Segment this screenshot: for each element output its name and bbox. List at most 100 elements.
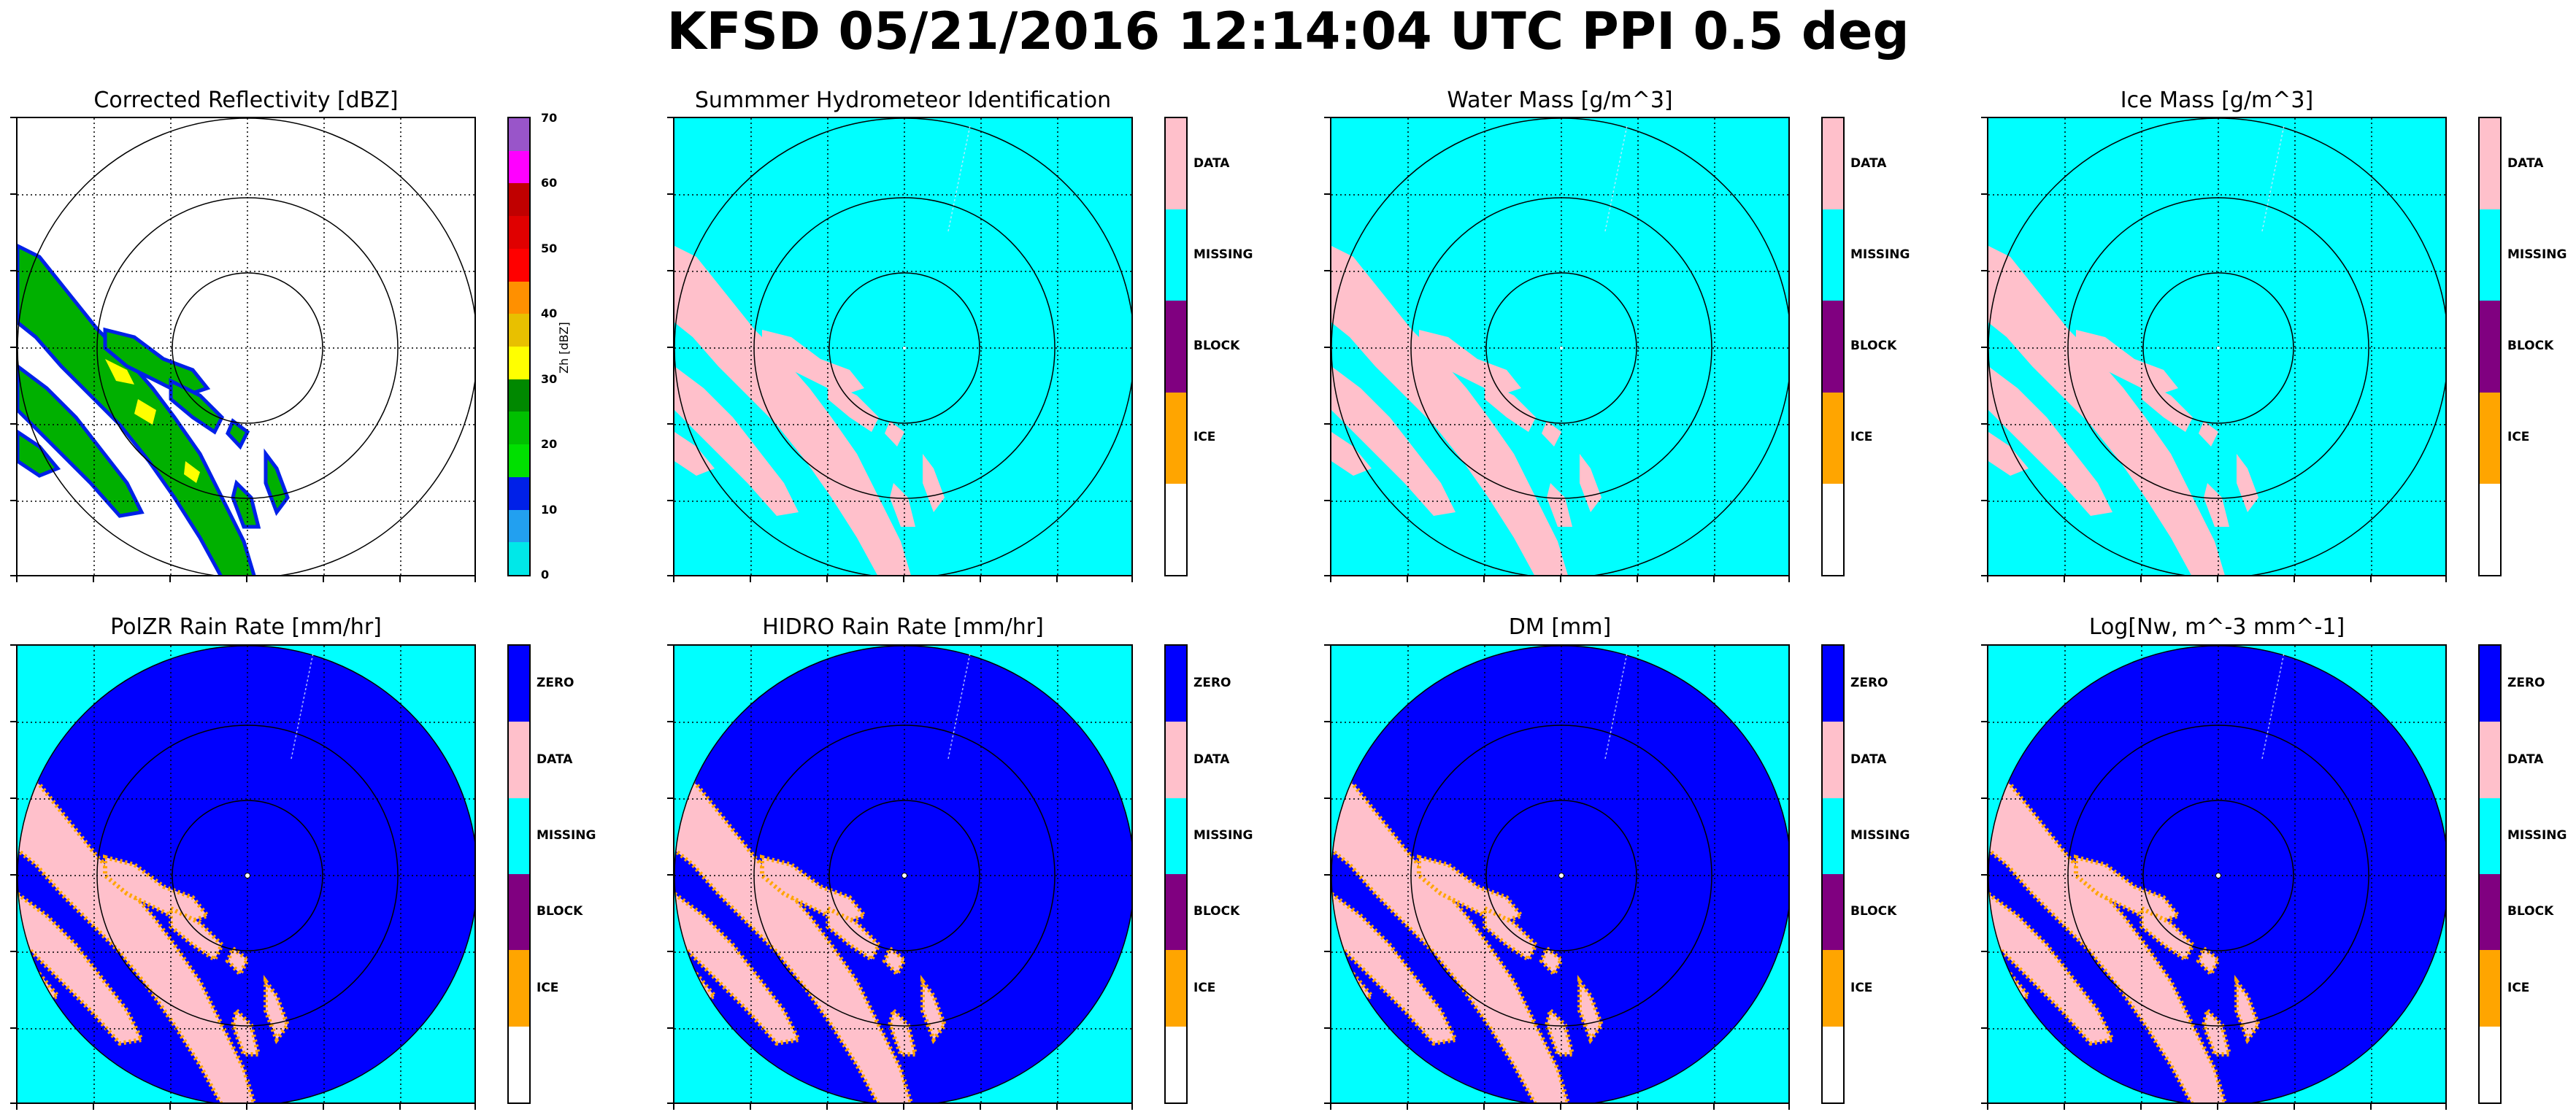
panel-title-hid: Summmer Hydrometeor Identification [694, 88, 1112, 113]
y-tick [1324, 1027, 1330, 1029]
y-tick [1981, 575, 1987, 576]
colorbar-segment [509, 1026, 529, 1102]
y-tick [1324, 1102, 1330, 1104]
radar-site-marker [903, 347, 906, 349]
echo-region [1988, 246, 2225, 575]
x-tick [1788, 1104, 1790, 1110]
colorbar-category-label: BLOCK [1193, 339, 1240, 353]
x-tick [980, 576, 981, 582]
radial-streak [291, 652, 314, 760]
colorbar-segment [2480, 392, 2500, 484]
range-ring [96, 197, 399, 499]
echo-region [760, 854, 869, 926]
echo-core [134, 399, 156, 425]
y-tick [10, 347, 16, 348]
echo-region [1547, 483, 1572, 527]
y-tick [1981, 1102, 1987, 1104]
echo-region [225, 945, 250, 978]
colorbar-tick-label: 20 [541, 437, 558, 452]
colorbar-segment [1166, 950, 1186, 1027]
x-tick [1713, 1104, 1715, 1110]
y-tick [1981, 1027, 1987, 1029]
echo-region [1331, 770, 1572, 1102]
colorbar-segment [509, 509, 529, 543]
range-ring [96, 725, 399, 1027]
colorbar-category-label: MISSING [1193, 247, 1253, 262]
colorbar-segment [1823, 646, 1843, 722]
colorbar-segment [509, 314, 529, 347]
x-tick [2370, 576, 2372, 582]
y-tick [667, 797, 673, 799]
colorbar-segment [509, 183, 529, 217]
x-tick [2217, 576, 2218, 582]
ice-mass-plot [1987, 117, 2447, 576]
colorbar-segment [1166, 392, 1186, 484]
plot-svg [674, 118, 1131, 575]
radial-streak [1604, 125, 1628, 232]
y-tick [1324, 117, 1330, 118]
echo-region [18, 889, 145, 1046]
range-ring [753, 725, 1056, 1027]
radar-site-marker [2215, 873, 2221, 878]
x-tick [1330, 1104, 1331, 1110]
y-tick [667, 644, 673, 646]
x-tick [2294, 1104, 2295, 1110]
colorbar-segment [1823, 392, 1843, 484]
echo-region [762, 330, 864, 395]
panel-title-reflectivity: Corrected Reflectivity [dBZ] [93, 88, 399, 113]
y-tick [1981, 270, 1987, 271]
colorbar-segment [509, 150, 529, 184]
echo-region [2201, 1006, 2232, 1057]
y-tick [1981, 951, 1987, 952]
radar-site-marker [1558, 873, 1564, 878]
colorbar-segment [509, 950, 529, 1027]
echo-core [184, 461, 200, 483]
colorbar-segment [509, 412, 529, 445]
colorbar-segment [1166, 301, 1186, 393]
echo-region [1419, 330, 1521, 395]
dm-plot [1330, 644, 1790, 1104]
range-ring [1485, 800, 1637, 951]
echo-region [226, 418, 250, 450]
colorbar-category-label: ZERO [1850, 676, 1888, 691]
lognw-plot [1987, 644, 2447, 1104]
y-tick [10, 721, 16, 722]
range-ring [828, 272, 980, 424]
y-tick [1981, 644, 1987, 646]
x-tick [1637, 1104, 1638, 1110]
x-tick [2294, 576, 2295, 582]
colorbar-tick-label: 70 [541, 111, 558, 125]
y-tick [667, 193, 673, 195]
y-tick [667, 951, 673, 952]
reflectivity-plot [16, 117, 476, 576]
radar-site-marker [1560, 347, 1563, 349]
x-tick [399, 576, 401, 582]
reflectivity-colorbar [507, 117, 531, 576]
y-tick [1981, 117, 1987, 118]
x-tick [1987, 576, 1988, 582]
y-tick [10, 193, 16, 195]
colorbar-tick-label: 0 [541, 568, 550, 582]
plot-svg [1988, 118, 2445, 575]
colorbar-category-label: ICE [2507, 430, 2530, 445]
echo-region [1539, 945, 1564, 978]
plot-svg [18, 646, 474, 1102]
y-tick [667, 575, 673, 576]
y-tick [10, 797, 16, 799]
echo-region [18, 770, 258, 1102]
colorbar-category-label: MISSING [2507, 247, 2567, 262]
x-tick [673, 576, 674, 582]
echo-region [18, 429, 61, 478]
colorbar-segment [2480, 874, 2500, 951]
x-tick [1407, 1104, 1408, 1110]
echo-region [890, 483, 915, 527]
y-tick [667, 270, 673, 271]
y-tick [1324, 951, 1330, 952]
colorbar-tick-label: 50 [541, 241, 558, 255]
colorbar-category-label: ICE [1193, 430, 1216, 445]
x-tick [169, 1104, 171, 1110]
colorbar-segment [509, 444, 529, 477]
x-tick [980, 1104, 981, 1110]
radial-streak [947, 652, 971, 760]
colorbar-category-label: ICE [1193, 980, 1216, 995]
